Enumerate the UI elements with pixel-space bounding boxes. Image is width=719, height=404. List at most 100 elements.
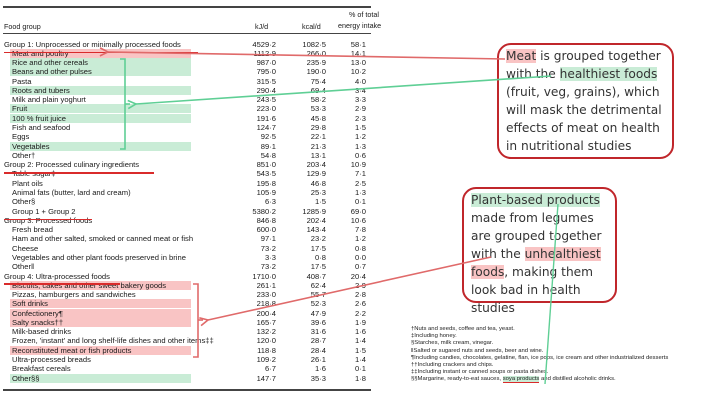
- food-group-label: Soft drinks: [12, 299, 48, 309]
- table-bottom-rule: [3, 389, 371, 391]
- kj-value: 1112·9: [253, 48, 276, 58]
- table-group-row: Group 4: Ultra-processed foods 1710·0 408·…: [0, 272, 372, 281]
- table-row: Rice and other cereals 987·0 235·9 13·0: [0, 58, 372, 68]
- kj-value: 5380·2: [252, 206, 276, 216]
- table-row: Beans and other pulses 795·0 190·0 10·2: [0, 67, 372, 77]
- food-group-label: Fish and seafood: [12, 123, 71, 133]
- kcal-value: 25·3: [310, 187, 326, 197]
- kj-value: 118·8: [257, 345, 276, 355]
- pct-value: 2·9: [355, 104, 366, 114]
- kj-value: 543·5: [256, 169, 276, 179]
- pct-value: 3·4: [355, 85, 366, 95]
- soya-products-highlight: soya products: [502, 376, 540, 384]
- table-top-rule: [3, 6, 371, 8]
- food-group-label: Meat and poultry: [12, 48, 69, 58]
- table-row: Salty snacks†† 165·7 39·6 1·9: [0, 317, 372, 327]
- kcal-value: 62·4: [310, 280, 326, 290]
- table-group-row: Group 3: Processed foods 846·8 202·4 10·6: [0, 216, 372, 225]
- kj-value: 233·0: [256, 290, 276, 300]
- kcal-value: 17·5: [310, 243, 326, 253]
- kj-value: 600·0: [256, 225, 276, 235]
- footnote: ‡Including honey.: [411, 333, 457, 340]
- kcal-value: 69·4: [310, 85, 326, 95]
- kj-value: 195·8: [256, 178, 276, 188]
- footnote: ††Including crackers and chips.: [411, 362, 494, 369]
- kj-value: 987·0: [256, 58, 276, 68]
- kj-value: 261·1: [256, 280, 276, 290]
- food-group-label: Reconstituted meat or fish products: [12, 345, 132, 355]
- kj-value: 73·2: [260, 243, 276, 253]
- callout-plant-based: Plant-based products made from legumes a…: [462, 187, 617, 315]
- food-group-label: Biscuits, cakes and other sweet bakery g…: [12, 280, 167, 290]
- food-group-label: Fresh bread: [12, 225, 53, 235]
- food-group-label: Pasta: [12, 76, 32, 86]
- green-highlight: [10, 85, 191, 95]
- footnote: ‖Salted or sugared nuts and seeds, beer …: [411, 347, 544, 354]
- food-group-label: Ham and other salted, smoked or canned m…: [12, 234, 194, 244]
- kcal-value: 47·9: [310, 308, 326, 318]
- pct-value: 1·9: [355, 317, 366, 327]
- table-row: Fruit 223·0 53·3 2·9: [0, 104, 372, 114]
- food-group-label: Table sugar‡: [12, 169, 56, 179]
- table-header-rule: [3, 33, 371, 34]
- kj-value: 132·2: [256, 327, 276, 337]
- table-row: Pizzas, hamburgers and sandwiches 233·0 55…: [0, 290, 372, 299]
- kcal-value: 28·7: [310, 336, 326, 346]
- kj-value: 3·3: [265, 252, 276, 262]
- table-row: Roots and tubers 290·4 69·4 3·4: [0, 85, 372, 95]
- table-row: Milk-based drinks 132·2 31·6 1·6: [0, 327, 372, 336]
- pct-value: 2·8: [355, 290, 366, 300]
- green-highlight: [10, 104, 191, 114]
- kcal-value: 1285·9: [302, 206, 326, 216]
- pct-value: 1·2: [355, 132, 366, 142]
- food-group-label: Roots and tubers: [12, 85, 70, 95]
- pct-value: 0·7: [355, 262, 366, 272]
- kj-value: 200·4: [256, 308, 276, 318]
- food-group-label: Milk and plain yoghurt: [12, 95, 86, 105]
- green-highlight: [10, 67, 191, 77]
- food-group-label: Eggs: [12, 132, 30, 142]
- kcal-value: 46·8: [310, 178, 326, 188]
- pct-value: 10·6: [350, 215, 366, 225]
- red-highlight: [10, 317, 191, 327]
- food-group-label: Cheese: [12, 243, 39, 253]
- table-row: Ham and other salted, smoked or canned m…: [0, 234, 372, 243]
- table-row: Table sugar‡ 543·5 129·9 7·1: [0, 169, 372, 178]
- table-row: Fish and seafood 124·7 29·8 1·5: [0, 123, 372, 132]
- food-group-label: Plant oils: [12, 178, 43, 188]
- pct-value: 7·1: [355, 169, 366, 179]
- pct-value: 1·3: [355, 187, 366, 197]
- pct-value: 2·3: [355, 113, 366, 123]
- table-row: Eggs 92·5 22·1 1·2: [0, 132, 372, 141]
- food-group-label: Ultra-processed breads: [12, 355, 91, 365]
- pct-value: 2·5: [355, 178, 366, 188]
- kj-value: 97·1: [260, 234, 276, 244]
- kj-value: 191·6: [256, 113, 276, 123]
- kcal-value: 58·2: [310, 95, 326, 105]
- food-group-label: Fruit: [12, 104, 28, 114]
- kcal-value: 28·4: [310, 345, 326, 355]
- food-group-label: Beans and other pulses: [12, 67, 92, 77]
- food-group-label: Salty snacks††: [12, 317, 64, 327]
- red-highlight: [10, 299, 191, 309]
- callout-plant-keyword: Plant-based products: [471, 193, 600, 207]
- green-highlight: [10, 373, 191, 383]
- kcal-value: 45·8: [310, 113, 326, 123]
- green-highlight: [10, 113, 191, 123]
- footnote: ‡‡Including instant or canned soups or p…: [411, 369, 549, 376]
- table-row: Pasta 315·5 75·4 4·0: [0, 77, 372, 86]
- table-row: Milk and plain yoghurt 243·5 58·2 3·3: [0, 95, 372, 104]
- header-food-group: Food group: [4, 22, 41, 31]
- kcal-value: 408·7: [306, 271, 326, 281]
- table-row: Meat and poultry 1112·9 266·0 14·1: [0, 48, 372, 58]
- kcal-value: 17·5: [310, 262, 326, 272]
- footnote: §Starches, milk cream, vinegar.: [411, 340, 494, 347]
- kcal-value: 203·4: [306, 160, 326, 170]
- pct-value: 1·6: [355, 327, 366, 337]
- group1-underline: [4, 51, 198, 54]
- pct-value: 1·4: [355, 336, 366, 346]
- table-row: Vegetables and other plant foods preserv…: [0, 253, 372, 262]
- kcal-value: 31·6: [310, 327, 326, 337]
- kj-value: 851·0: [256, 160, 276, 170]
- pct-value: 0·6: [355, 150, 366, 160]
